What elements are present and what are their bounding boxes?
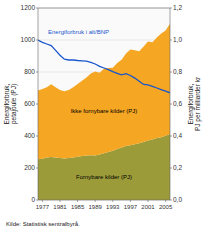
tick <box>170 72 172 73</box>
marks <box>38 24 170 200</box>
tick <box>170 168 172 169</box>
tick-label: 1000 <box>21 36 36 43</box>
tick <box>42 200 43 202</box>
tick <box>130 200 131 202</box>
tick-label: 1981 <box>53 204 67 210</box>
tick <box>170 136 172 137</box>
tick <box>170 104 172 105</box>
tick-label: 0,2 <box>173 164 182 171</box>
tick-label: 2001 <box>141 204 155 210</box>
series-label: Energiforbruk i alt/BNP <box>48 29 109 35</box>
tick-label: 1977 <box>36 204 50 210</box>
area <box>38 24 170 160</box>
tick-label: 1200 <box>21 4 36 11</box>
tick <box>60 200 61 202</box>
tick <box>36 168 38 169</box>
label-line: PJ per milliarder kr <box>194 76 202 131</box>
series-label: Ikke fornybare kilder (PJ) <box>71 108 138 114</box>
tick-label: 0,6 <box>173 100 182 107</box>
grid-line <box>38 40 170 41</box>
tick <box>36 8 38 9</box>
tick-label: 1,2 <box>173 4 182 11</box>
tick-label: 0,0 <box>173 196 182 203</box>
tick-label: 2005 <box>159 204 173 210</box>
frame <box>38 8 170 200</box>
tick <box>36 72 38 73</box>
tick-label: 1993 <box>106 204 120 210</box>
tick-label: 1997 <box>124 204 138 210</box>
tick <box>148 200 149 202</box>
label-line: petajoule (PJ) <box>10 84 18 124</box>
tick <box>77 200 78 202</box>
tick <box>36 40 38 41</box>
tick-label: 1989 <box>89 204 103 210</box>
tick-label: 1985 <box>71 204 85 210</box>
tick-label: 0,4 <box>173 132 182 139</box>
tick <box>95 200 96 202</box>
tick-label: 400 <box>24 132 35 139</box>
source: Kilde: Statistisk sentralbyrå. <box>6 221 80 227</box>
tick <box>36 136 38 137</box>
tick-label: 1,0 <box>173 36 182 43</box>
y2-axis-label: Energiforbruk,PJ per milliarder kr <box>187 76 202 131</box>
tick <box>36 104 38 105</box>
plot-area <box>38 8 170 200</box>
tick <box>112 200 113 202</box>
tick <box>170 8 172 9</box>
y-axis-label: Energiforbruk,petajoule (PJ) <box>3 83 18 124</box>
tick-label: 0 <box>31 196 35 203</box>
tick <box>170 200 172 201</box>
tick-label: 800 <box>24 68 35 75</box>
chart: 0 200 400 600 800 1000 1200 0,0 0,2 0,4 0,6 0,8 1,0 1… <box>0 0 206 233</box>
tick <box>165 200 166 202</box>
tick-label: 0,8 <box>173 68 182 75</box>
series-label: Fornybare kilder (PJ) <box>76 174 132 180</box>
tick-label: 200 <box>24 164 35 171</box>
line <box>38 40 170 93</box>
tick-label: 600 <box>24 100 35 107</box>
tick <box>36 200 38 201</box>
tick <box>170 40 172 41</box>
